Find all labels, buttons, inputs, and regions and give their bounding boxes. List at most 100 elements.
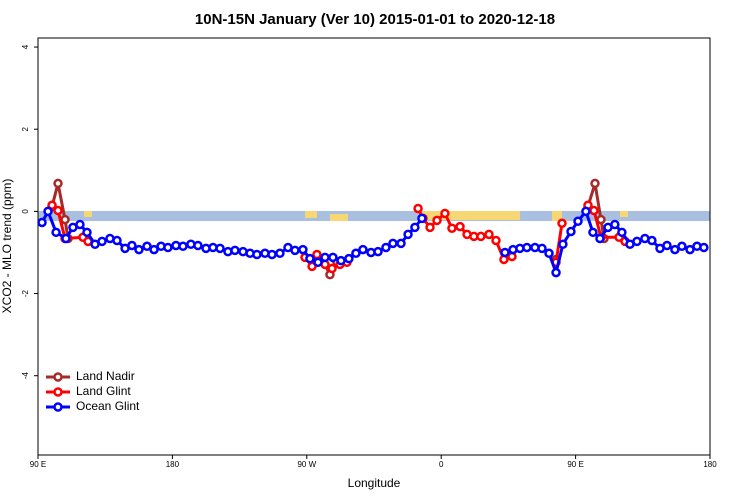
x-tick-label: 90 E [567, 460, 583, 469]
point [388, 238, 398, 249]
point [632, 236, 642, 247]
point [327, 263, 337, 274]
point [351, 248, 361, 259]
point [290, 245, 300, 256]
land-patch [305, 211, 317, 218]
legend-label: Land Glint [76, 384, 131, 398]
point [381, 242, 391, 253]
legend-marker [53, 387, 63, 397]
point [149, 244, 159, 255]
y-tick-label: 4 [21, 44, 30, 49]
x-axis-label: Longitude [348, 476, 401, 490]
point [37, 217, 47, 228]
y-axis-label: XCO2 - MLO trend (ppm) [0, 179, 14, 314]
point [127, 240, 137, 251]
point [588, 227, 598, 238]
point [413, 203, 423, 214]
point [320, 252, 330, 263]
point [699, 242, 709, 253]
point [358, 244, 368, 255]
chart-title: 10N-15N January (Ver 10) 2015-01-01 to 2… [195, 11, 555, 28]
point [53, 205, 63, 216]
point [410, 222, 420, 233]
point [396, 238, 406, 249]
land-patch [420, 211, 520, 220]
point [590, 178, 600, 189]
x-tick-label: 180 [166, 460, 180, 469]
y-tick-label: -2 [21, 289, 30, 297]
point [610, 219, 620, 230]
point [60, 214, 70, 225]
point [432, 215, 442, 226]
point [551, 267, 561, 278]
land-patch [620, 211, 628, 217]
point [193, 240, 203, 251]
point [662, 240, 672, 251]
point [230, 245, 240, 256]
point [252, 249, 262, 260]
legend-marker [53, 372, 63, 382]
point [47, 200, 57, 210]
point [500, 247, 510, 258]
y-tick-label: -4 [21, 372, 30, 380]
point [267, 249, 277, 260]
point [455, 221, 465, 232]
point [573, 216, 583, 226]
x-tick-label: 180 [703, 460, 717, 469]
point [677, 241, 687, 252]
x-tick-label: 90 W [297, 460, 316, 469]
point [75, 219, 85, 230]
point [215, 243, 225, 254]
y-tick-label: 2 [21, 126, 30, 131]
point [328, 252, 338, 263]
land-patch [552, 211, 562, 221]
point [178, 241, 188, 252]
point [647, 235, 657, 246]
point [43, 206, 53, 217]
land-patch [330, 214, 348, 221]
y-tick-label: 0 [21, 209, 30, 214]
map-strip [38, 211, 710, 221]
x-tick-label: 90 E [30, 460, 46, 469]
point [491, 235, 501, 246]
point [298, 244, 308, 255]
legend-label: Land Nadir [76, 369, 135, 383]
point [373, 246, 383, 257]
point [305, 253, 315, 264]
point [142, 241, 152, 252]
point [581, 206, 591, 217]
point [425, 222, 435, 233]
point [307, 261, 317, 272]
point [312, 249, 322, 260]
point [566, 226, 576, 237]
point [558, 239, 568, 249]
point [336, 255, 346, 266]
point [557, 218, 567, 229]
point [53, 178, 63, 189]
point [617, 227, 627, 238]
point [344, 253, 354, 264]
point [537, 243, 547, 254]
point [417, 213, 427, 224]
point [670, 244, 680, 255]
point [82, 227, 92, 238]
point [440, 208, 450, 219]
point [589, 205, 599, 216]
point [476, 231, 486, 242]
point [685, 244, 695, 255]
point [595, 233, 605, 244]
point [403, 229, 413, 240]
point [484, 229, 494, 240]
point [51, 227, 61, 238]
x-tick-label: 0 [439, 460, 444, 469]
point [522, 242, 532, 253]
point [112, 235, 122, 246]
point [163, 242, 173, 253]
point [447, 223, 457, 233]
land-patch [84, 211, 92, 217]
legend-label: Ocean Glint [76, 399, 140, 413]
point [313, 257, 323, 268]
point [544, 248, 554, 259]
plot-frame [37, 37, 711, 456]
legend-marker [53, 402, 63, 412]
